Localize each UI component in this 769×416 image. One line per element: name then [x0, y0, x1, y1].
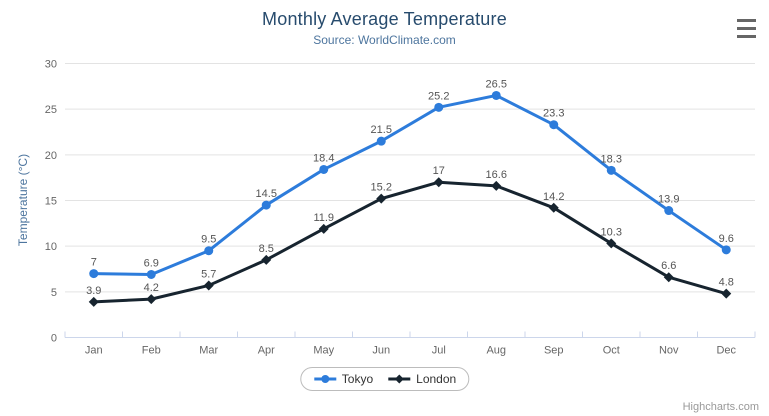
x-axis-tick-label: Oct — [603, 345, 620, 357]
data-point-london[interactable] — [606, 238, 617, 249]
data-label-london: 4.2 — [144, 282, 159, 294]
data-point-tokyo[interactable] — [721, 245, 731, 255]
series-line-london[interactable] — [92, 180, 728, 304]
x-axis-tick-label: Mar — [199, 345, 218, 357]
data-point-tokyo[interactable] — [261, 200, 271, 210]
legend-diamond-marker-icon — [388, 374, 411, 384]
data-label-london: 14.2 — [543, 191, 564, 203]
y-axis-tick-label: 20 — [45, 150, 57, 162]
data-label-london: 4.8 — [719, 277, 734, 289]
data-point-tokyo[interactable] — [89, 269, 99, 279]
data-point-tokyo[interactable] — [319, 164, 329, 174]
data-label-london: 5.7 — [201, 268, 216, 280]
legend-circle-marker-icon — [313, 375, 336, 383]
y-axis-title: Temperature (°C) — [16, 154, 30, 246]
data-label-tokyo: 6.9 — [144, 257, 159, 269]
data-label-tokyo: 26.5 — [486, 78, 507, 90]
data-point-tokyo[interactable] — [146, 269, 156, 279]
legend-label-tokyo: Tokyo — [341, 372, 374, 386]
x-axis-tick-label: Apr — [258, 345, 275, 357]
data-point-london[interactable] — [433, 177, 444, 188]
data-point-tokyo[interactable] — [204, 246, 214, 256]
data-label-tokyo: 7 — [91, 257, 97, 269]
data-label-tokyo: 9.6 — [719, 233, 734, 245]
y-axis-tick-label: 10 — [45, 241, 57, 253]
data-label-london: 16.6 — [486, 169, 507, 181]
data-label-london: 11.9 — [313, 212, 334, 224]
series-line-tokyo[interactable] — [92, 93, 728, 276]
y-axis-tick-label: 25 — [45, 104, 57, 116]
y-axis-tick-label: 5 — [51, 287, 57, 299]
data-point-london[interactable] — [261, 254, 272, 265]
legend-item-tokyo[interactable]: Tokyo — [313, 372, 373, 386]
x-axis-tick-label: Jan — [85, 345, 103, 357]
data-label-london: 3.9 — [86, 285, 101, 297]
data-label-tokyo: 18.4 — [313, 152, 334, 164]
data-label-tokyo: 21.5 — [371, 124, 392, 136]
x-axis-tick-label: Aug — [486, 345, 506, 357]
data-point-london[interactable] — [663, 272, 674, 283]
data-label-tokyo: 18.3 — [601, 153, 622, 165]
data-label-london: 8.5 — [259, 243, 274, 255]
chart-context-menu-button[interactable] — [737, 19, 756, 38]
data-label-london: 10.3 — [601, 226, 622, 238]
data-label-london: 6.6 — [661, 260, 676, 272]
legend: Tokyo London — [299, 367, 470, 391]
y-axis-tick-label: 0 — [51, 333, 57, 345]
data-point-london[interactable] — [491, 180, 502, 191]
data-point-london[interactable] — [721, 288, 732, 299]
data-label-tokyo: 23.3 — [543, 108, 564, 120]
data-label-london: 17 — [433, 165, 445, 177]
data-point-tokyo[interactable] — [491, 90, 501, 100]
data-point-tokyo[interactable] — [376, 136, 386, 146]
data-point-tokyo[interactable] — [549, 120, 559, 130]
legend-item-london[interactable]: London — [387, 372, 456, 386]
data-label-tokyo: 9.5 — [201, 234, 216, 246]
x-axis-tick-label: May — [313, 345, 334, 357]
data-point-london[interactable] — [146, 294, 157, 305]
chart-title: Monthly Average Temperature — [262, 9, 507, 29]
data-point-london[interactable] — [88, 296, 99, 307]
data-point-tokyo[interactable] — [606, 165, 616, 175]
x-axis-tick-label: Dec — [716, 345, 736, 357]
data-label-tokyo: 25.2 — [428, 90, 449, 102]
data-point-london[interactable] — [318, 223, 329, 234]
x-axis-tick-label: Nov — [659, 345, 679, 357]
data-label-tokyo: 14.5 — [256, 188, 277, 200]
y-axis-tick-label: 15 — [45, 196, 57, 208]
y-axis-tick-label: 30 — [45, 59, 57, 71]
data-point-tokyo[interactable] — [434, 102, 444, 112]
legend-label-london: London — [416, 372, 457, 386]
data-point-london[interactable] — [548, 202, 559, 213]
data-label-tokyo: 13.9 — [658, 194, 679, 206]
x-axis-tick-label: Jun — [372, 345, 390, 357]
x-axis-tick-label: Feb — [142, 345, 161, 357]
data-point-london[interactable] — [376, 193, 387, 204]
x-axis-tick-label: Jul — [432, 345, 446, 357]
hamburger-menu-icon — [737, 19, 756, 22]
highcharts-credits-link[interactable]: Highcharts.com — [682, 401, 759, 413]
data-point-tokyo[interactable] — [664, 206, 674, 216]
chart-subtitle: Source: WorldClimate.com — [313, 33, 456, 47]
data-point-london[interactable] — [203, 280, 214, 291]
x-axis-tick-label: Sep — [544, 345, 564, 357]
data-label-london: 15.2 — [371, 182, 392, 194]
